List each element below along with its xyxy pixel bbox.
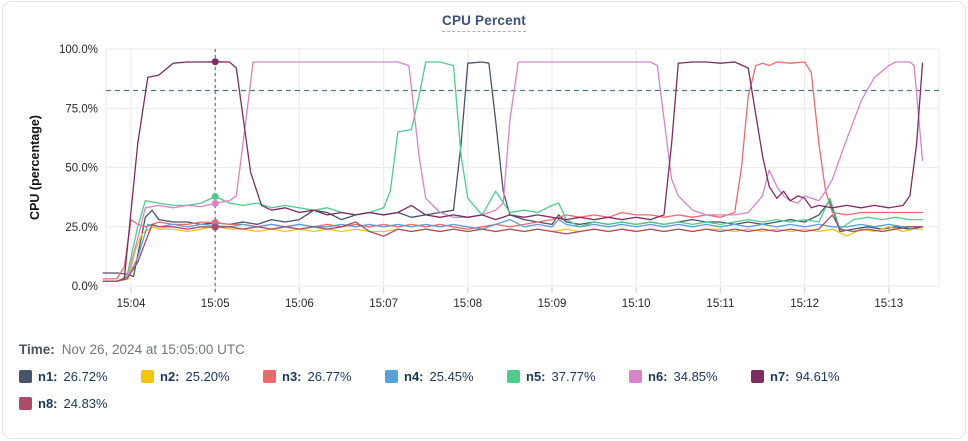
legend-series-name: n2: <box>160 369 180 384</box>
time-row: Time: Nov 26, 2024 at 15:05:00 UTC <box>19 342 245 357</box>
svg-text:15:05: 15:05 <box>201 298 230 310</box>
grid-lines <box>105 48 940 287</box>
cpu-chart-plot[interactable]: 0.0% 25.0% 50.0% 75.0% 100.0% 15:04 15:05 15:06… <box>3 2 967 327</box>
legend-series-value: 37.77% <box>551 369 596 384</box>
legend-item-n2[interactable]: n2: 25.20% <box>141 369 263 384</box>
legend-item-n5[interactable]: n5: 37.77% <box>507 369 629 384</box>
y-axis-labels: 0.0% 25.0% 50.0% 75.0% 100.0% <box>59 44 98 293</box>
legend-item-n8[interactable]: n8: 24.83% <box>19 396 141 411</box>
series-color-swatch <box>263 370 276 383</box>
cursor-dot-n5 <box>211 192 219 200</box>
svg-text:50.0%: 50.0% <box>65 163 98 175</box>
legend-series-name: n6: <box>648 369 668 384</box>
svg-text:75.0%: 75.0% <box>65 103 98 115</box>
cursor-dot-n6 <box>211 199 219 207</box>
svg-text:15:08: 15:08 <box>453 298 482 310</box>
series-color-swatch <box>19 397 32 410</box>
cursor-dots <box>211 58 219 231</box>
legend-series-name: n7: <box>770 369 790 384</box>
svg-text:0.0%: 0.0% <box>72 281 98 293</box>
svg-text:15:11: 15:11 <box>706 298 734 310</box>
series-line-n7[interactable] <box>102 61 924 282</box>
svg-text:15:07: 15:07 <box>369 298 398 310</box>
x-tick-marks <box>130 287 890 293</box>
legend-item-n6[interactable]: n6: 34.85% <box>629 369 751 384</box>
legend-item-n3[interactable]: n3: 26.77% <box>263 369 385 384</box>
series-line-n1[interactable] <box>102 61 924 278</box>
svg-text:15:06: 15:06 <box>285 298 314 310</box>
legend-series-value: 34.85% <box>673 369 718 384</box>
legend-series-name: n4: <box>404 369 424 384</box>
cursor-dot-n8 <box>211 223 219 231</box>
series-color-swatch <box>751 370 764 383</box>
chart-legend: n1: 26.72% n2: 25.20% n3: 26.77% n4: 25.45% n5: 3… <box>19 369 963 411</box>
legend-series-name: n3: <box>282 369 302 384</box>
series-color-swatch <box>507 370 520 383</box>
series-line-n8[interactable] <box>102 214 924 282</box>
x-axis-labels: 15:04 15:05 15:06 15:07 15:08 15:09 15:10 15:11… <box>117 298 904 310</box>
svg-text:15:12: 15:12 <box>790 298 819 310</box>
legend-series-name: n1: <box>38 369 58 384</box>
y-axis-title: CPU (percentage) <box>28 115 42 220</box>
legend-item-n7[interactable]: n7: 94.61% <box>751 369 873 384</box>
legend-series-value: 25.20% <box>185 369 230 384</box>
legend-series-value: 24.83% <box>63 396 108 411</box>
chart-title[interactable]: CPU Percent <box>442 13 526 32</box>
legend-series-name: n5: <box>526 369 546 384</box>
svg-text:CPU (percentage): CPU (percentage) <box>28 115 42 220</box>
svg-text:100.0%: 100.0% <box>59 44 98 56</box>
svg-text:15:04: 15:04 <box>117 298 146 310</box>
legend-series-value: 25.45% <box>429 369 474 384</box>
series-color-swatch <box>385 370 398 383</box>
series-line-n2[interactable] <box>102 225 924 282</box>
legend-item-n4[interactable]: n4: 25.45% <box>385 369 507 384</box>
legend-item-n1[interactable]: n1: 26.72% <box>19 369 141 384</box>
svg-text:15:09: 15:09 <box>538 298 567 310</box>
series-color-swatch <box>141 370 154 383</box>
time-value: Nov 26, 2024 at 15:05:00 UTC <box>61 342 245 357</box>
series-line-n5[interactable] <box>102 61 924 282</box>
legend-series-value: 26.77% <box>307 369 352 384</box>
series-color-swatch <box>629 370 642 383</box>
cursor-dot-n7 <box>211 58 219 66</box>
legend-series-name: n8: <box>38 396 58 411</box>
series-lines <box>102 61 924 282</box>
series-color-swatch <box>19 370 32 383</box>
series-line-n3[interactable] <box>102 61 924 280</box>
chart-header: CPU Percent <box>3 13 965 32</box>
legend-series-value: 94.61% <box>795 369 840 384</box>
svg-text:15:13: 15:13 <box>874 298 903 310</box>
series-line-n6[interactable] <box>102 61 924 282</box>
svg-text:25.0%: 25.0% <box>65 222 98 234</box>
legend-series-value: 26.72% <box>63 369 108 384</box>
svg-text:15:10: 15:10 <box>622 298 651 310</box>
time-label: Time: <box>19 342 55 357</box>
